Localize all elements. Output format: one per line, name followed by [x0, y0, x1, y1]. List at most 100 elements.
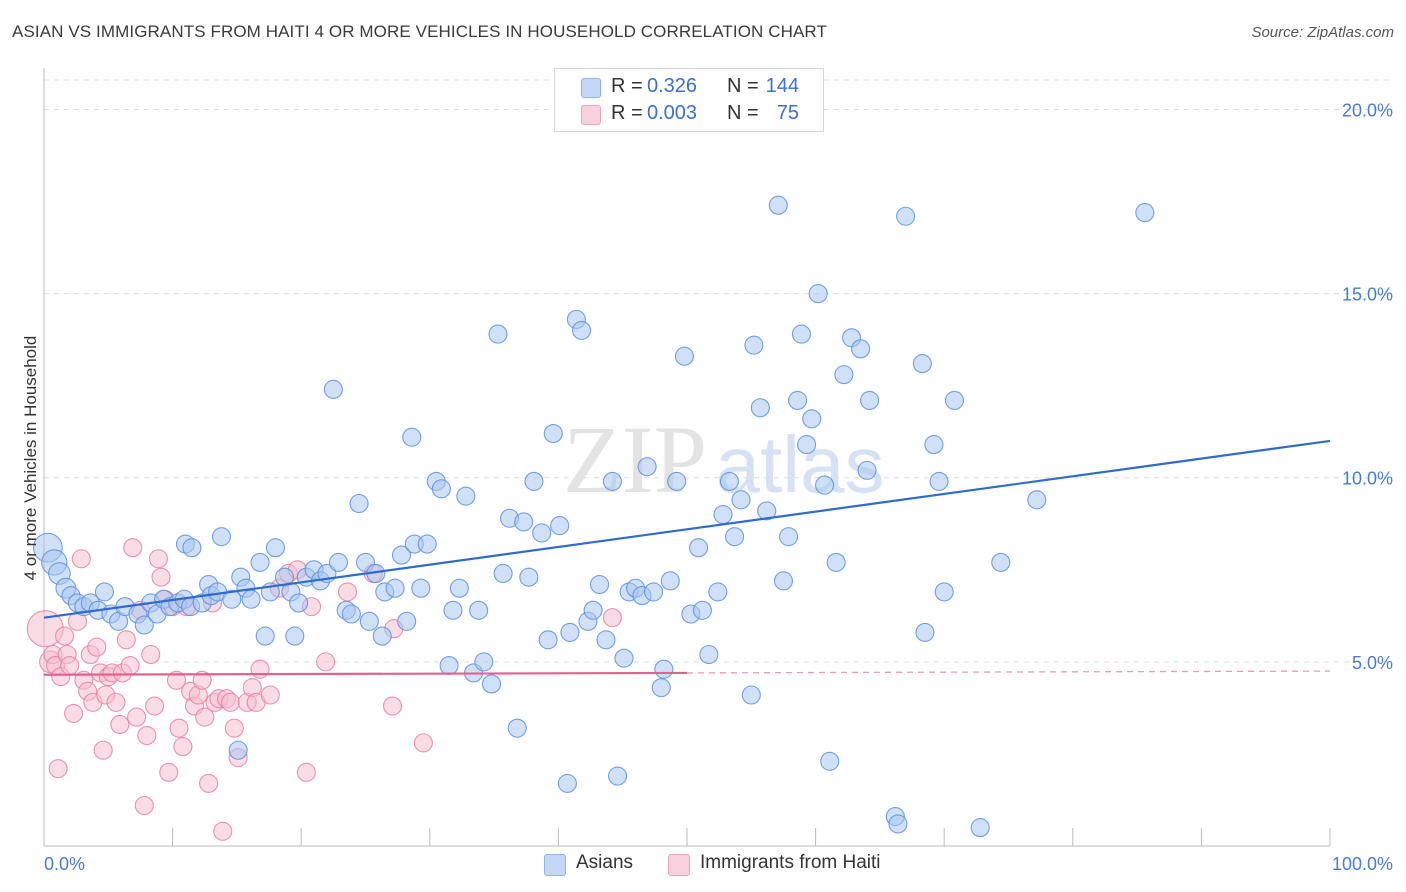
asian-point: [826, 552, 846, 572]
haiti-point: [127, 707, 147, 727]
asian-point: [741, 685, 761, 705]
asian-point: [644, 582, 664, 602]
haiti-swatch: [581, 105, 601, 125]
haiti-point: [173, 737, 193, 757]
asian-point: [820, 751, 840, 771]
asian-point: [860, 390, 880, 410]
haiti-point: [71, 549, 91, 569]
asian-point: [614, 648, 634, 668]
asian-point: [359, 611, 379, 631]
asian-point: [768, 195, 788, 215]
asian-point: [532, 523, 552, 543]
haiti-point: [260, 685, 280, 705]
asian-point: [538, 630, 558, 650]
asian-point: [719, 471, 739, 491]
haiti-point: [48, 759, 68, 779]
asian-point: [692, 600, 712, 620]
asian-point: [255, 626, 275, 646]
asian-point: [391, 545, 412, 565]
asian-point: [385, 578, 405, 598]
asian-point: [731, 490, 751, 510]
haiti-point: [55, 626, 75, 646]
n-label: N =: [727, 75, 759, 97]
asian-point: [507, 718, 527, 738]
x-tick-label-min: 0.0%: [44, 854, 85, 874]
asian-point: [1027, 490, 1047, 510]
asian-point: [791, 324, 812, 344]
y-tick-label: 20.0%: [1342, 100, 1393, 120]
haiti-point: [123, 538, 143, 558]
asian-point: [481, 674, 502, 694]
asian-point: [608, 766, 628, 786]
asian-point: [797, 435, 817, 455]
haiti-point: [106, 692, 126, 712]
asian-point: [808, 284, 828, 304]
asian-legend-swatch: [544, 854, 566, 876]
haiti-point: [220, 692, 241, 712]
asian-point: [1135, 203, 1155, 223]
asian-point: [469, 600, 489, 620]
asian-point: [250, 552, 270, 572]
haiti-point: [166, 670, 187, 690]
asian-point: [519, 567, 539, 587]
asian-point: [456, 486, 476, 506]
asian-point: [851, 339, 871, 359]
haiti-point: [250, 659, 270, 679]
asian-point: [651, 678, 671, 698]
haiti-trend-line: [43, 671, 688, 676]
haiti-point: [93, 740, 113, 760]
asian-point: [991, 552, 1011, 572]
y-tick-label: 5.0%: [1352, 653, 1393, 673]
asian-point: [571, 320, 592, 340]
chart-title: ASIAN VS IMMIGRANTS FROM HAITI 4 OR MORE…: [12, 22, 827, 41]
haiti-point: [169, 718, 189, 738]
stats-row-asians: R = 0.326 N = 144: [555, 75, 823, 101]
asian-point: [654, 659, 674, 679]
asian-point: [397, 611, 417, 631]
haiti-point: [145, 696, 165, 716]
haiti-point: [110, 714, 130, 735]
haiti-point: [337, 582, 358, 602]
asian-point: [285, 626, 305, 646]
asian-point: [590, 574, 610, 595]
n-label: N =: [727, 102, 759, 124]
asian-point: [660, 571, 680, 591]
asian-point: [896, 206, 916, 226]
asian-points: [32, 195, 1155, 838]
haiti-point: [60, 655, 80, 676]
haiti-point: [120, 655, 140, 676]
asian-point: [888, 814, 908, 834]
y-tick-label: 10.0%: [1342, 469, 1393, 489]
y-tick-label: 15.0%: [1342, 285, 1393, 305]
asian-point: [788, 390, 808, 410]
series-legend: Asians Immigrants from Haiti: [0, 852, 1406, 878]
asian-point: [713, 505, 733, 525]
watermark-zip: ZIP: [563, 406, 707, 513]
asian-trend-line: [43, 439, 1331, 619]
source-label: Source: ZipAtlas.com: [1251, 24, 1394, 41]
asian-point: [550, 516, 570, 536]
asian-point: [929, 471, 949, 491]
asian-point: [699, 644, 719, 665]
asian-point: [222, 589, 242, 609]
asian-point: [241, 589, 261, 609]
n-value: 144: [765, 75, 799, 97]
asian-point: [328, 552, 349, 572]
asian-point: [773, 571, 794, 591]
asian-point: [439, 655, 459, 676]
trend-lines: [43, 439, 1331, 676]
r-value: 0.003: [647, 102, 698, 124]
asian-point: [667, 471, 687, 491]
haiti-legend-swatch: [668, 854, 690, 876]
asian-point: [474, 652, 494, 672]
asian-point: [779, 527, 799, 547]
asian-point: [596, 630, 616, 650]
r-label: R =: [611, 102, 643, 124]
haiti-point: [602, 608, 622, 628]
asian-point: [265, 538, 286, 558]
asian-point: [802, 409, 822, 429]
asian-point: [349, 493, 369, 514]
haiti-point: [192, 670, 212, 690]
x-tick-labels: 0.0% 100.0%: [44, 854, 1393, 874]
asian-point: [757, 501, 777, 521]
